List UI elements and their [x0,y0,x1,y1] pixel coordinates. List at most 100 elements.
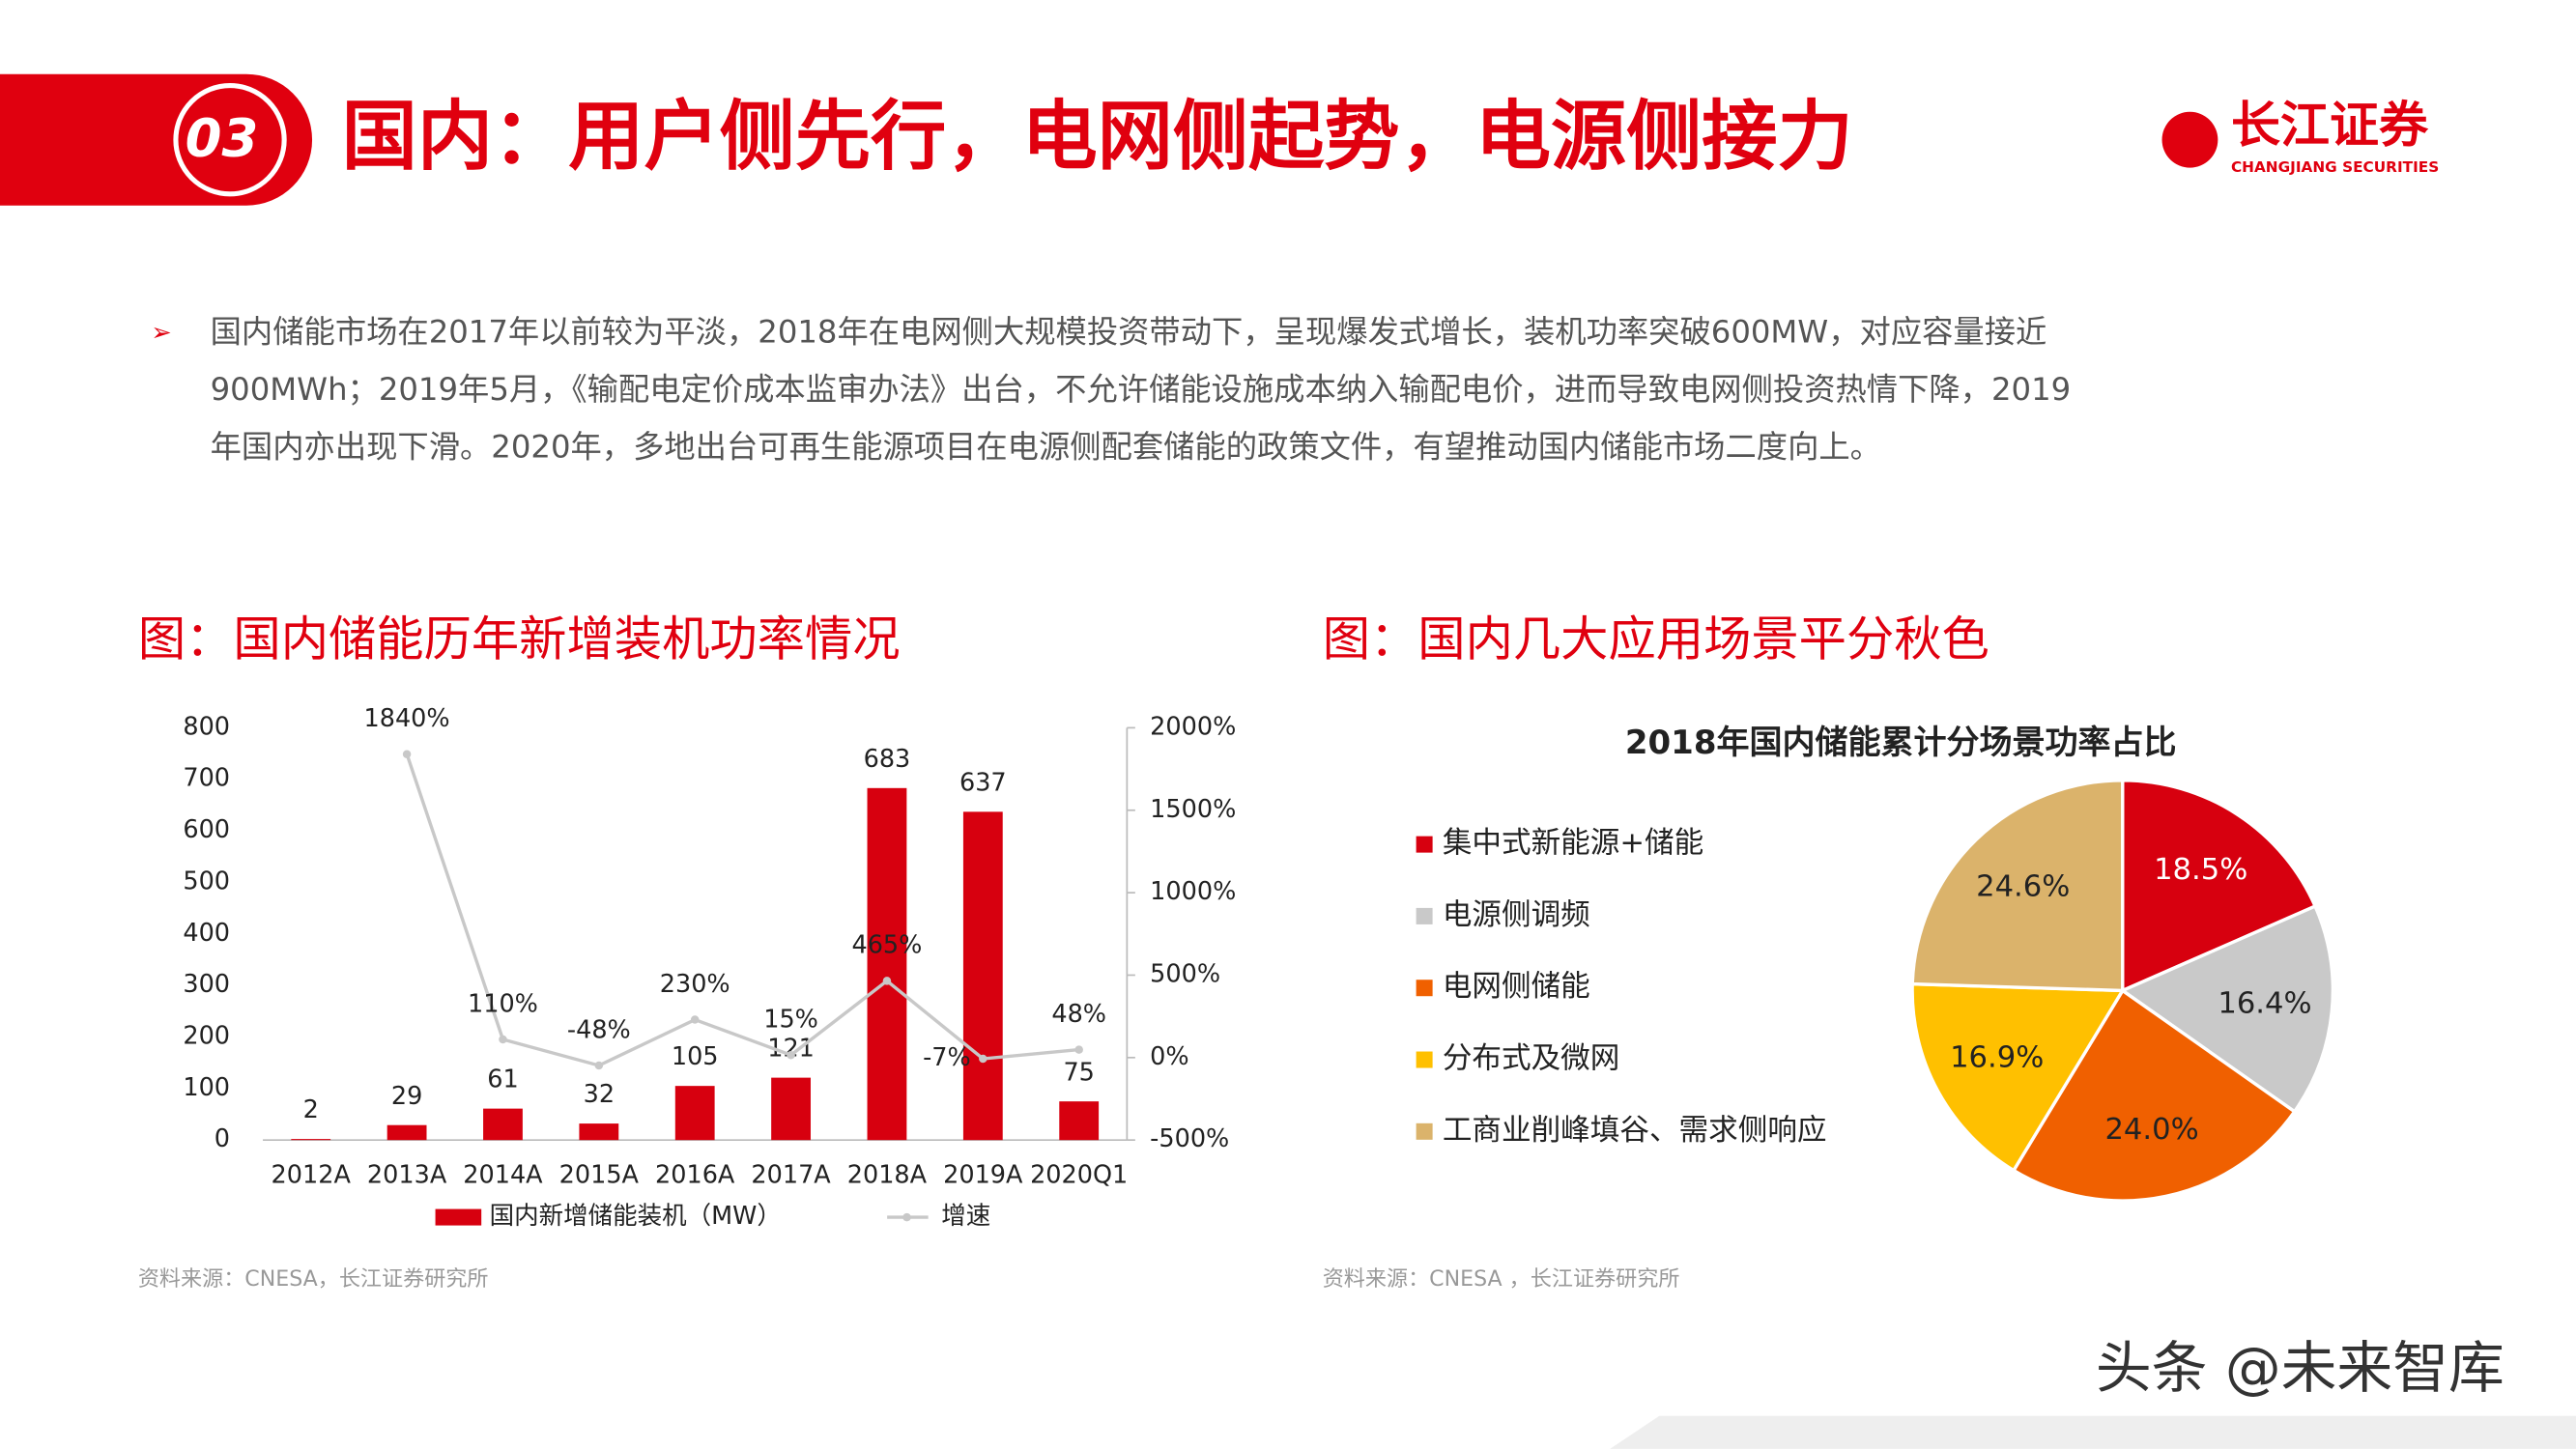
growth-label: 110% [468,989,538,1018]
growth-point [594,1061,604,1070]
pie-slice [2011,988,2298,1203]
x-tick-label: 2018A [847,1161,928,1190]
bar-label: 32 [584,1080,615,1109]
x-tick-label: 2019A [943,1161,1023,1190]
growth-label: 230% [660,970,730,999]
legend-swatch [1416,907,1433,924]
x-tick-label: 2020Q1 [1030,1161,1128,1190]
growth-label: -7% [923,1043,971,1072]
y2-tick-label: 0% [1150,1042,1188,1071]
bar-label: 683 [864,745,911,774]
growth-label: 465% [851,931,922,960]
x-tick-label: 2015A [559,1161,640,1190]
growth-label: 1840% [364,704,450,733]
growth-line [405,753,1079,1067]
growth-point [690,1015,700,1024]
legend-label: 增速 [941,1202,990,1231]
legend-label: 电网侧储能 [1443,970,1590,1004]
growth-label: 15% [763,1006,818,1035]
growth-label: 48% [1051,1000,1106,1029]
growth-point [882,977,892,985]
pie-label: 24.6% [1976,870,2070,904]
y-tick-label: 400 [183,919,230,948]
bar [291,1139,331,1141]
growth-point [787,1051,795,1060]
x-tick-label: 2014A [463,1161,543,1190]
legend-swatch [1416,836,1433,853]
bar [771,1077,811,1141]
pie-slice [2121,779,2318,994]
y-tick-label: 500 [183,867,230,895]
y-tick-label: 700 [183,764,230,793]
source: 资料来源：CNESA，长江证券研究所 [138,1266,489,1292]
y2-tick-label: -500% [1150,1124,1229,1153]
bar [962,811,1003,1141]
y2-tick-label: 1500% [1150,795,1236,824]
growth-label: -48% [567,1015,631,1044]
x-tick-label: 2012A [272,1161,352,1190]
bar [386,1124,427,1141]
y-tick-label: 0 [215,1124,230,1153]
logo-text: 长江证券 [2231,98,2429,155]
growth-point [402,750,412,758]
bar [1059,1101,1100,1141]
pie-slice [2119,903,2335,1115]
legend-label: 国内新增储能装机（MW） [490,1202,782,1231]
source: 资料来源：CNESA ，长江证券研究所 [1323,1266,1680,1292]
legend-swatch [1416,1051,1433,1068]
y-tick-label: 600 [183,815,230,844]
growth-point [499,1035,507,1044]
y-tick-label: 200 [183,1021,230,1050]
pie-label: 18.5% [2154,853,2247,887]
number-badge [173,83,287,197]
bar-label: 75 [1063,1058,1094,1087]
body-line: 年国内亦出现下滑。2020年，多地出台可再生能源项目在电源侧配套储能的政策文件，… [211,428,1881,465]
legend-swatch [1416,1122,1433,1140]
bullet: ➢ [151,318,171,347]
legend-point [902,1212,911,1222]
body-line: 900MWh；2019年5月，《输配电定价成本监审办法》出台，不允许储能设施成本… [211,371,2072,408]
x-tick-label: 2017A [751,1161,831,1190]
body-line: 国内储能市场在2017年以前较为平淡，2018年在电网侧大规模投资带动下，呈现爆… [211,313,2047,350]
pie-slice [1910,981,2126,1173]
logo-mark [2161,111,2218,168]
pie-label: 16.9% [1950,1041,2044,1075]
section-number: 03 [186,108,259,169]
bar [483,1108,523,1141]
bar-label: 105 [672,1042,719,1071]
y-tick-label: 100 [183,1073,230,1102]
x-tick-label: 2016A [655,1161,735,1190]
legend-swatch [1416,980,1433,997]
x-tick-label: 2013A [367,1161,447,1190]
pie-label: 24.0% [2104,1113,2198,1147]
legend-swatch [435,1208,482,1226]
y-tick-label: 300 [183,970,230,999]
logo-subtext: CHANGJIANG SECURITIES [2231,158,2439,176]
bar-label: 637 [959,768,1007,797]
legend-label: 工商业削峰填谷、需求侧响应 [1443,1114,1827,1148]
y2-tick-label: 1000% [1150,877,1236,906]
bar-label: 61 [487,1065,518,1094]
watermark: 头条 @未来智库 [2096,1335,2504,1401]
bar [579,1123,619,1141]
bar [867,787,907,1141]
legend-label: 电源侧调频 [1443,898,1590,932]
y2-tick-label: 2000% [1150,712,1236,741]
chart-heading: 图：国内几大应用场景平分秋色 [1323,611,1989,667]
pie-title: 2018年国内储能累计分场景功率占比 [1625,724,2177,762]
bar [674,1086,715,1141]
growth-point [979,1054,987,1064]
bar-label: 29 [391,1082,422,1111]
growth-point [1074,1045,1083,1054]
footer-band [1610,1415,2576,1449]
slide-title: 国内：用户侧先行，电网侧起势，电源侧接力 [342,93,1853,181]
legend-label: 分布式及微网 [1443,1042,1620,1076]
bar-label: 2 [303,1095,319,1124]
chart-heading: 图：国内储能历年新增装机功率情况 [138,611,901,667]
y-tick-label: 800 [183,712,230,741]
pie-slice [1910,779,2125,993]
y2-tick-label: 500% [1150,959,1220,988]
pie-label: 16.4% [2218,987,2311,1021]
